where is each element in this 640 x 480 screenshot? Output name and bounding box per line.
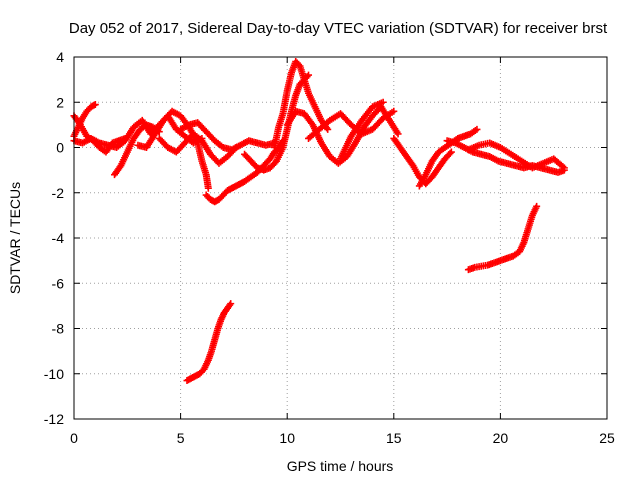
y-tick-label: 2	[56, 94, 64, 110]
data-point	[533, 202, 541, 210]
data-point	[227, 300, 235, 308]
data-point	[121, 134, 129, 142]
series-trace-5	[134, 107, 212, 192]
x-tick-labels: 0 5 10 15 20 25	[70, 430, 615, 446]
series-trace-11	[283, 103, 402, 167]
data-point	[91, 101, 99, 109]
chart-title: Day 052 of 2017, Sidereal Day-to-day VTE…	[69, 20, 608, 37]
series-trace-7	[177, 119, 278, 154]
y-tick-label: -4	[52, 230, 65, 246]
y-tick-label: -12	[44, 411, 64, 427]
x-tick-label: 5	[177, 430, 185, 446]
data-point	[560, 164, 568, 172]
grid	[74, 57, 607, 419]
series-trace-19	[464, 202, 541, 274]
ticks	[73, 56, 608, 420]
data-point	[324, 125, 332, 133]
y-axis-label: SDTVAR / TECUs	[7, 182, 23, 294]
series-trace-10	[270, 58, 332, 151]
x-axis-label: GPS time / hours	[287, 458, 394, 474]
y-tick-label: 4	[56, 49, 64, 65]
data-point	[226, 301, 234, 309]
data-point	[390, 107, 398, 115]
series-trace-14	[390, 134, 455, 188]
x-tick-label: 25	[599, 430, 615, 446]
y-tick-labels: -12 -10 -8 -6 -4 -2 0 2 4	[44, 49, 64, 427]
data-point	[204, 184, 212, 192]
y-tick-label: -8	[52, 321, 65, 337]
series-trace-17	[464, 139, 568, 172]
data-point	[473, 125, 481, 133]
series-trace-13	[337, 98, 387, 163]
series-trace-18	[183, 300, 235, 385]
data-point	[559, 163, 567, 171]
x-tick-label: 20	[493, 430, 509, 446]
x-tick-label: 10	[279, 430, 295, 446]
y-tick-label: -6	[52, 275, 65, 291]
series-trace-16	[443, 137, 568, 176]
x-tick-label: 15	[386, 430, 402, 446]
series-trace-6	[155, 130, 240, 167]
data-point	[446, 149, 454, 157]
data-point	[379, 98, 387, 106]
data-point	[394, 130, 402, 138]
data-layer	[70, 58, 568, 385]
x-tick-label: 0	[70, 430, 78, 446]
y-tick-label: -2	[52, 185, 65, 201]
series-trace-3	[70, 112, 129, 156]
y-tick-label: 0	[56, 140, 64, 156]
data-point	[447, 148, 455, 156]
series-trace-4	[111, 121, 163, 179]
y-tick-label: -10	[44, 366, 64, 382]
